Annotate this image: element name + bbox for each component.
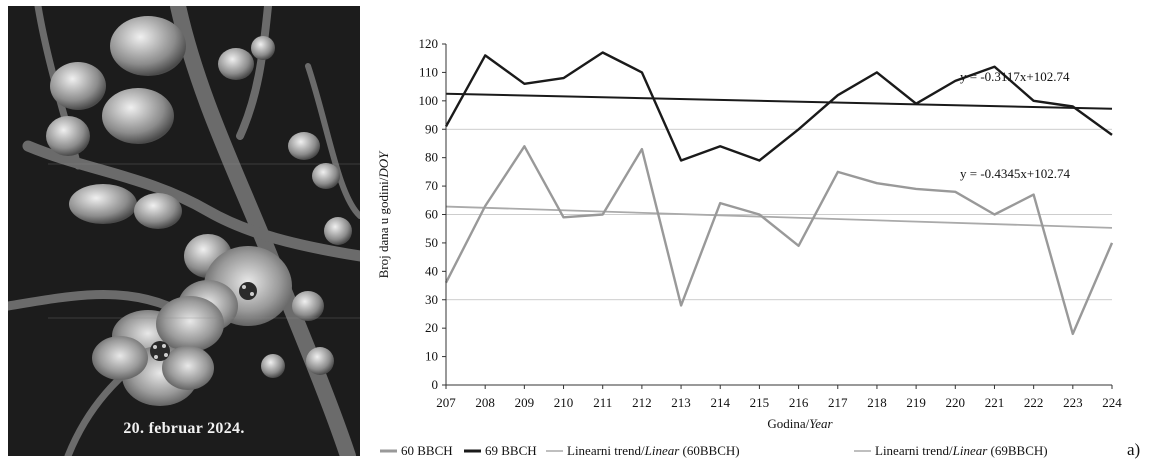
x-tick-label-207: 207 bbox=[436, 395, 456, 410]
trendline-60-bbch bbox=[445, 205, 1113, 229]
y-tick-label-110: 110 bbox=[419, 64, 438, 79]
y-tick-labels: 0 10 20 30 40 50 60 70 80 90 100 110 120 bbox=[419, 36, 446, 392]
x-tick-label-222: 222 bbox=[1024, 395, 1043, 410]
trendlines bbox=[445, 92, 1113, 229]
x-tick-label-216: 216 bbox=[789, 395, 809, 410]
x-tick-label-221: 221 bbox=[985, 395, 1005, 410]
series-lines bbox=[444, 51, 1114, 336]
legend: 60 BBCH 69 BBCH Linearni trend/Linear (6… bbox=[380, 443, 1048, 458]
flower-photo bbox=[8, 6, 360, 456]
series-line-60-bbch bbox=[444, 145, 1114, 336]
series-line-69-bbch bbox=[444, 51, 1113, 162]
y-tick-label-80: 80 bbox=[425, 150, 438, 165]
trendline-69-bbch bbox=[445, 92, 1113, 110]
x-tick-label-223: 223 bbox=[1063, 395, 1083, 410]
x-axis-title: Godina/Year bbox=[767, 416, 833, 431]
trend-equation-60bbch: y = -0.4345x+102.74 bbox=[960, 166, 1070, 181]
x-tick-label-208: 208 bbox=[475, 395, 495, 410]
y-tick-label-30: 30 bbox=[425, 292, 438, 307]
panel-label: a) bbox=[1127, 440, 1141, 459]
x-tick-label-211: 211 bbox=[593, 395, 612, 410]
y-tick-label-100: 100 bbox=[419, 93, 439, 108]
x-tick-labels: 207 208 209 210 211 212 213 214 215 216 217 218 219 2… bbox=[436, 385, 1122, 410]
y-tick-label-10: 10 bbox=[425, 349, 438, 364]
y-axis-title: Broj dana u godini/DOY bbox=[376, 150, 391, 279]
photo-caption: 20. februar 2024. bbox=[123, 420, 245, 437]
x-tick-label-210: 210 bbox=[554, 395, 574, 410]
x-tick-label-213: 213 bbox=[671, 395, 691, 410]
x-tick-label-219: 219 bbox=[906, 395, 926, 410]
x-tick-label-214: 214 bbox=[710, 395, 730, 410]
phenology-line-chart: 0 10 20 30 40 50 60 70 80 90 100 110 120 207 208 209 21… bbox=[376, 36, 1122, 458]
x-tick-label-215: 215 bbox=[750, 395, 770, 410]
grid-lines bbox=[446, 128, 1112, 301]
y-tick-label-70: 70 bbox=[425, 178, 438, 193]
y-tick-label-120: 120 bbox=[419, 36, 439, 51]
y-tick-label-90: 90 bbox=[425, 121, 438, 136]
x-tick-label-220: 220 bbox=[946, 395, 966, 410]
legend-item-60bbch: 60 BBCH bbox=[380, 443, 453, 458]
legend-label-69bbch: 69 BBCH bbox=[485, 443, 537, 458]
x-tick-label-212: 212 bbox=[632, 395, 652, 410]
y-tick-label-40: 40 bbox=[425, 263, 438, 278]
legend-item-69bbch: 69 BBCH bbox=[464, 443, 537, 458]
x-tick-label-209: 209 bbox=[515, 395, 535, 410]
y-tick-label-60: 60 bbox=[425, 207, 438, 222]
y-tick-label-20: 20 bbox=[425, 320, 438, 335]
trend-equation-69bbch: y = -0.3117x+102.74 bbox=[960, 69, 1070, 84]
x-tick-label-224: 224 bbox=[1102, 395, 1122, 410]
y-tick-label-0: 0 bbox=[432, 377, 439, 392]
x-tick-label-218: 218 bbox=[867, 395, 887, 410]
legend-label-60bbch: 60 BBCH bbox=[401, 443, 453, 458]
y-tick-label-50: 50 bbox=[425, 235, 438, 250]
legend-item-trend-60bbch: Linearni trend/Linear (60BBCH) bbox=[546, 443, 740, 458]
legend-item-trend-69bbch: Linearni trend/Linear (69BBCH) bbox=[854, 443, 1048, 458]
x-tick-label-217: 217 bbox=[828, 395, 848, 410]
legend-label-trend-60bbch: Linearni trend/Linear (60BBCH) bbox=[567, 443, 740, 458]
legend-label-trend-69bbch: Linearni trend/Linear (69BBCH) bbox=[875, 443, 1048, 458]
